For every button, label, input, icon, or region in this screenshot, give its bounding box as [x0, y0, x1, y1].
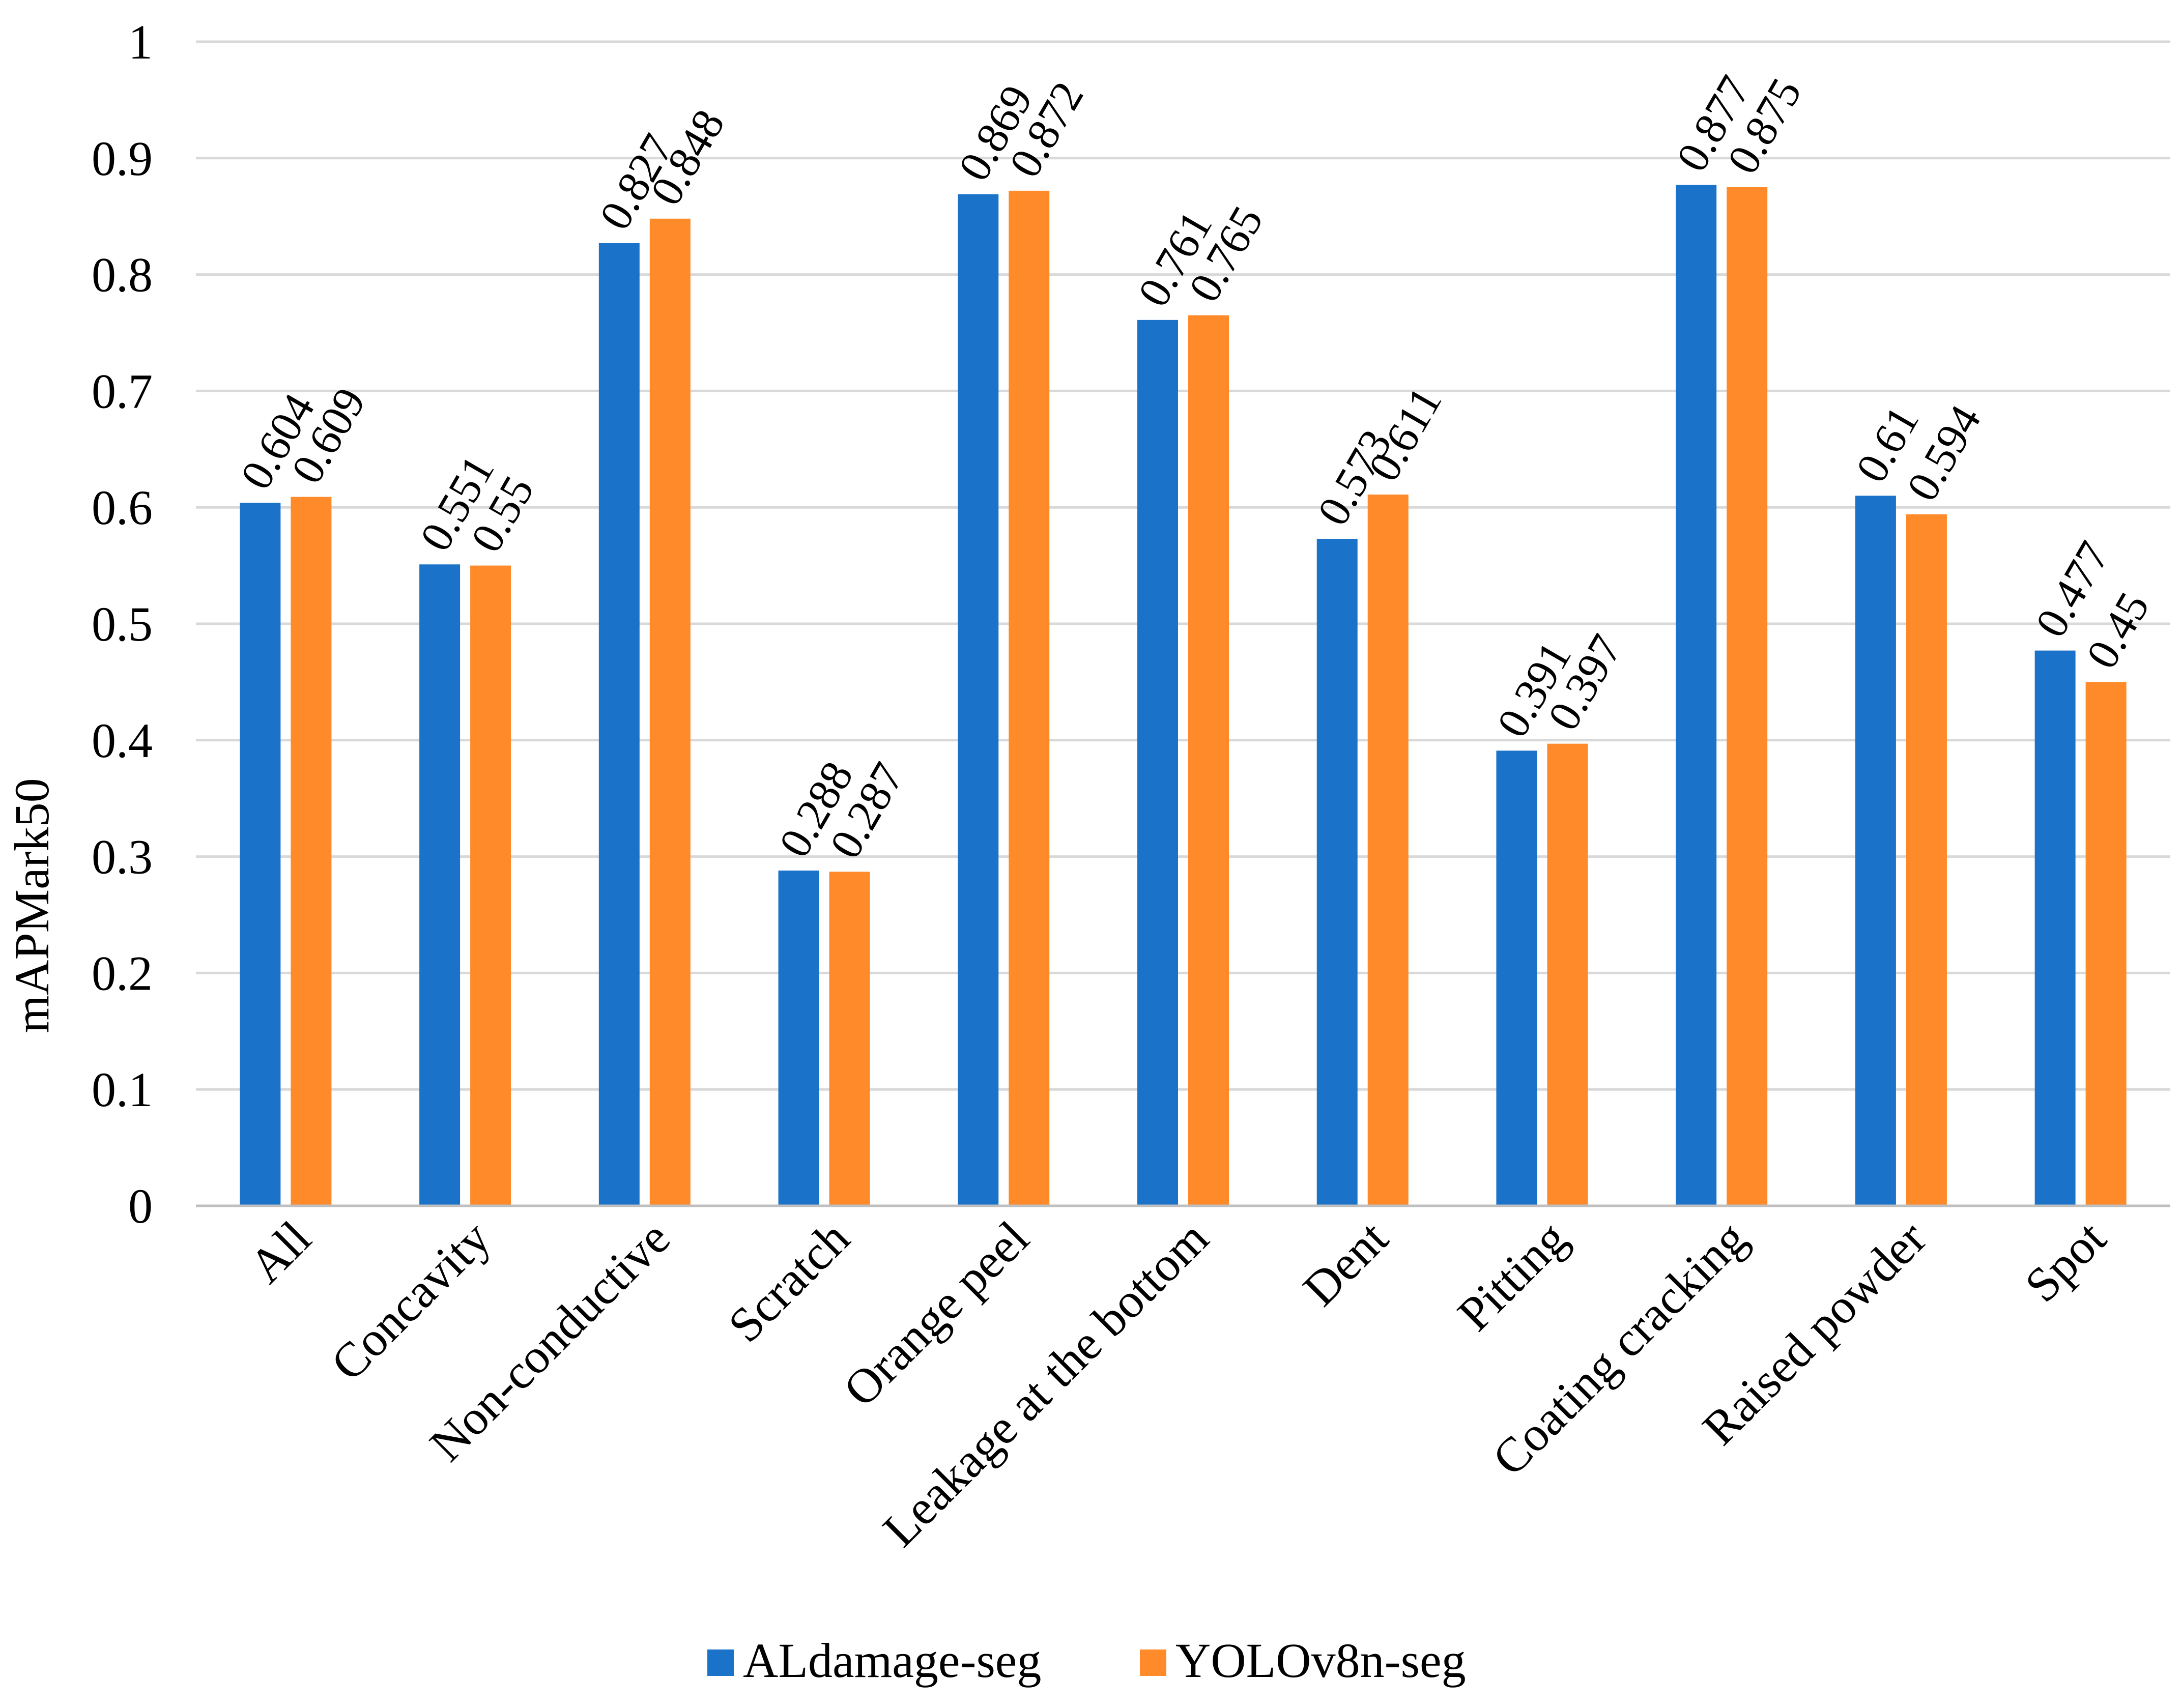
legend: ALdamage-seg YOLOv8n-seg — [707, 1633, 1466, 1688]
y-tick-label: 0.3 — [92, 830, 153, 884]
bar-aldamage-seg — [778, 871, 819, 1206]
bar-aldamage-seg — [1855, 496, 1896, 1206]
bar-aldamage-seg — [1137, 320, 1178, 1206]
bar-yolov8n-seg — [1906, 514, 1947, 1206]
y-tick-label: 0.8 — [92, 248, 153, 302]
gridlines — [196, 40, 2170, 1091]
bar-yolov8n-seg — [291, 497, 332, 1206]
bars — [240, 185, 2127, 1206]
y-tick-label: 0.9 — [92, 131, 153, 186]
bar-yolov8n-seg — [470, 565, 511, 1206]
x-tick-label: Dent — [1293, 1210, 1398, 1316]
legend-label: YOLOv8n-seg — [1175, 1633, 1466, 1688]
bar-yolov8n-seg — [1009, 190, 1050, 1206]
bar-yolov8n-seg — [1727, 187, 1768, 1206]
bar-aldamage-seg — [1676, 185, 1717, 1206]
bar-yolov8n-seg — [2085, 682, 2127, 1206]
x-tick-label: Scratch — [718, 1210, 859, 1352]
legend-swatch — [1140, 1649, 1166, 1676]
bar-aldamage-seg — [2034, 650, 2076, 1206]
y-tick-label: 0.1 — [92, 1062, 153, 1117]
x-tick-label: Spot — [2014, 1210, 2116, 1312]
legend-swatch — [707, 1649, 734, 1676]
bar-aldamage-seg — [419, 564, 461, 1206]
bar-yolov8n-seg — [829, 872, 870, 1206]
bar-aldamage-seg — [240, 503, 281, 1206]
x-tick-label: Leakage at the bottom — [872, 1210, 1219, 1557]
y-tick-label: 0.6 — [92, 480, 153, 535]
bar-aldamage-seg — [1316, 538, 1358, 1206]
y-tick-label: 1 — [128, 15, 153, 69]
bar-aldamage-seg — [958, 194, 999, 1206]
bar-yolov8n-seg — [649, 218, 691, 1206]
y-tick-label: 0.2 — [92, 946, 153, 1000]
bar-yolov8n-seg — [1188, 315, 1229, 1206]
y-tick-label: 0 — [128, 1179, 153, 1233]
x-tick-label: All — [239, 1210, 321, 1293]
y-tick-label: 0.7 — [92, 364, 153, 418]
x-tick-label: Pitting — [1447, 1210, 1578, 1341]
bar-aldamage-seg — [1496, 750, 1537, 1206]
bar-yolov8n-seg — [1367, 495, 1409, 1206]
y-tick-label: 0.4 — [92, 713, 153, 768]
x-tick-label: Concavity — [320, 1210, 501, 1391]
bar-yolov8n-seg — [1547, 743, 1588, 1206]
y-axis-title: mAPMark50 — [5, 778, 59, 1033]
bar-aldamage-seg — [598, 243, 640, 1206]
legend-label: ALdamage-seg — [743, 1633, 1041, 1688]
y-tick-label: 0.5 — [92, 597, 153, 651]
